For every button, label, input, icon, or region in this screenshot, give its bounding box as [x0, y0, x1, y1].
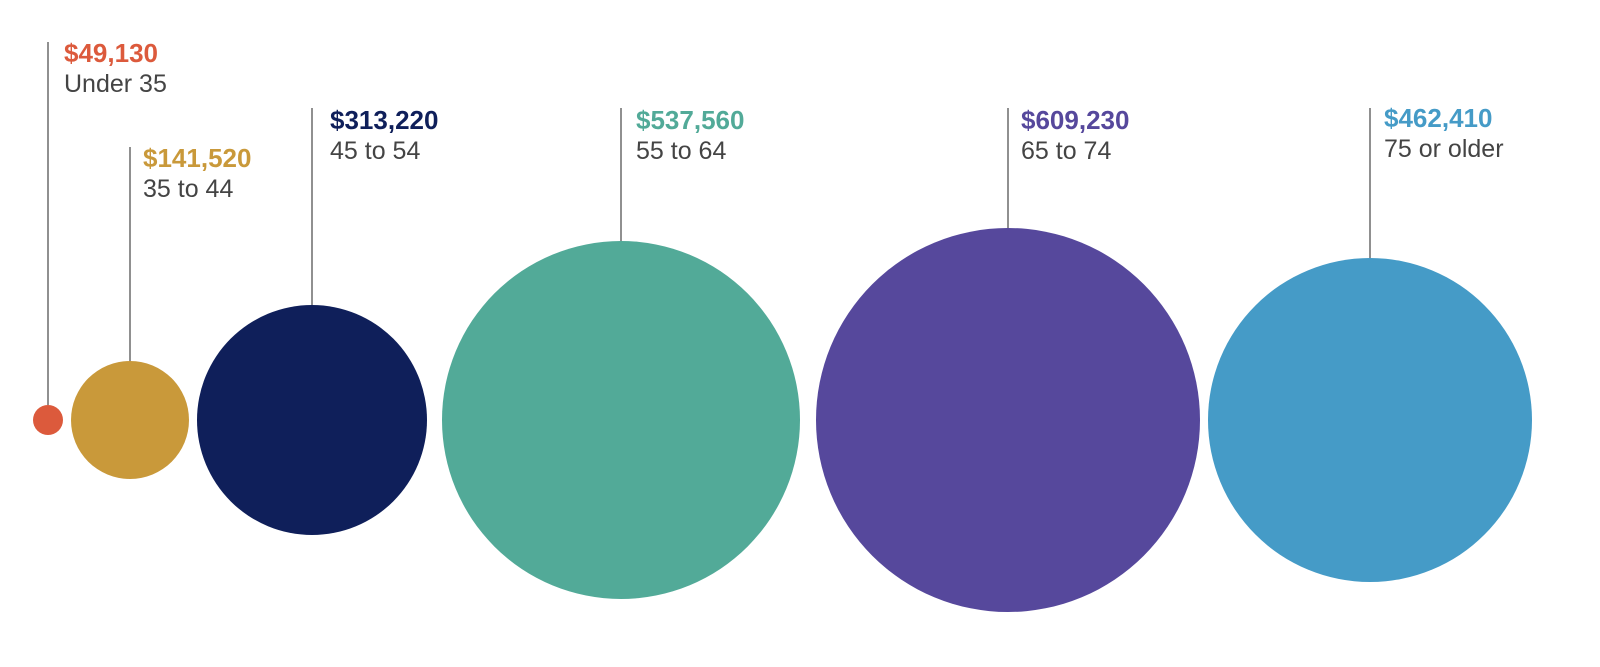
value-label: $141,520 [143, 143, 252, 173]
bubble-label: $537,560 55 to 64 [636, 105, 744, 167]
category-label: Under 35 [64, 70, 167, 98]
bubble [1208, 258, 1532, 582]
bubble-label: $609,230 65 to 74 [1021, 105, 1129, 167]
value-label: $49,130 [64, 38, 158, 68]
value-label: $313,220 [330, 105, 439, 135]
category-label: 45 to 54 [330, 137, 421, 165]
bubble [71, 361, 189, 479]
category-label: 65 to 74 [1021, 137, 1112, 165]
bubble-label: $49,130 Under 35 [64, 38, 167, 100]
value-label: $462,410 [1384, 103, 1493, 133]
bubble [816, 228, 1200, 612]
bubble [197, 305, 427, 535]
bubble-label: $141,520 35 to 44 [143, 143, 251, 205]
category-label: 75 or older [1384, 135, 1504, 163]
category-label: 35 to 44 [143, 175, 234, 203]
category-label: 55 to 64 [636, 137, 727, 165]
bubble-label: $313,220 45 to 54 [330, 105, 438, 167]
value-label: $537,560 [636, 105, 745, 135]
bubble [442, 241, 800, 599]
value-label: $609,230 [1021, 105, 1130, 135]
bubble-label: $462,410 75 or older [1384, 103, 1504, 165]
bubble [33, 405, 63, 435]
